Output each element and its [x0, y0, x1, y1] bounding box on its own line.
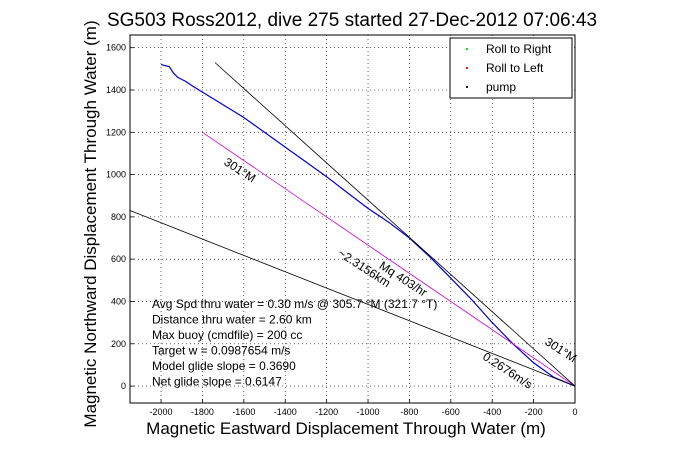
legend-entry-1: Roll to Left	[486, 61, 544, 75]
x-tick-label: -2000	[150, 407, 173, 417]
y-tick-label: 1600	[106, 43, 126, 53]
y-tick-label: 600	[111, 254, 126, 264]
x-tick-label: 0	[572, 407, 577, 417]
x-axis-label: Magnetic Eastward Displacement Through W…	[146, 419, 546, 438]
legend-marker-0	[465, 47, 469, 51]
legend-marker-1	[465, 66, 469, 70]
series-line-3	[129, 210, 576, 387]
y-tick-label: 0	[121, 381, 126, 391]
x-tick-label: -1800	[191, 407, 214, 417]
legend: Roll to Right Roll to Left pump	[449, 37, 573, 99]
annotation-line-4: Model glide slope = 0.3690	[152, 359, 296, 373]
y-axis-label: Magnetic Northward Displacement Through …	[81, 20, 100, 427]
x-tick-label: -800	[400, 407, 418, 417]
legend-box	[449, 37, 573, 99]
legend-entry-2: pump	[486, 80, 516, 94]
series-line-0	[160, 64, 576, 387]
y-tick-label: 1000	[106, 170, 126, 180]
x-tick-label: -1000	[357, 407, 380, 417]
annotations: Avg Spd thru water = 0.30 m/s @ 305.7 °M…	[152, 297, 437, 389]
grid	[130, 35, 575, 403]
series-line-1	[202, 131, 576, 387]
ticks: -2000 -1800 -1600 -1400 -1200 -1000 -800 -600 -4…	[106, 43, 578, 417]
annotation-line-3: Target w = 0.0987654 m/s	[152, 344, 290, 358]
x-tick-label: -1400	[274, 407, 297, 417]
y-tick-label: 800	[111, 212, 126, 222]
legend-marker-2	[465, 85, 469, 89]
series-line-2	[214, 62, 576, 387]
x-tick-label: -1200	[315, 407, 338, 417]
y-tick-label: 200	[111, 339, 126, 349]
x-tick-label: -1600	[232, 407, 255, 417]
x-tick-label: -600	[442, 407, 460, 417]
annotation-line-0: Avg Spd thru water = 0.30 m/s @ 305.7 °M…	[152, 297, 437, 311]
y-tick-label: 1400	[106, 85, 126, 95]
annotation-line-5: Net glide slope = 0.6147	[152, 375, 282, 389]
x-tick-label: -200	[525, 407, 543, 417]
y-tick-label: 400	[111, 296, 126, 306]
series	[129, 62, 576, 387]
annotation-line-1: Distance thru water = 2.60 km	[152, 313, 312, 327]
legend-entry-0: Roll to Right	[486, 42, 552, 56]
y-tick-label: 1200	[106, 127, 126, 137]
chart-title: SG503 Ross2012, dive 275 started 27-Dec-…	[107, 10, 597, 31]
annotation-line-2: Max buoy (cmdfile) = 200 cc	[152, 328, 302, 342]
x-tick-label: -400	[483, 407, 501, 417]
